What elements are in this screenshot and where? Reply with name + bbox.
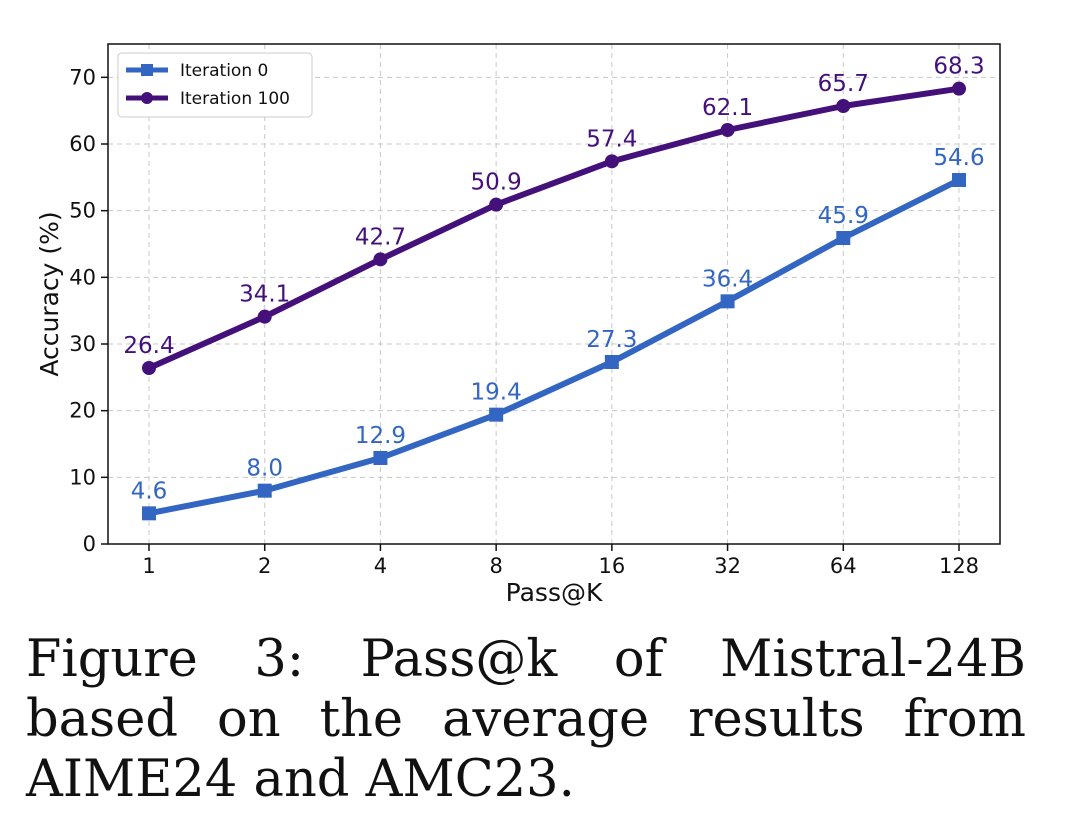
data-point-iteration-0 [142, 506, 156, 521]
data-point-iteration-0 [373, 451, 388, 465]
pass-at-k-chart: 0 10 20 30 40 50 60 70 1 2 4 8 16 32 64 128 4.6 8.0 12.9… [35, 43, 1001, 607]
data-point-iteration-100 [952, 81, 966, 96]
data-label-iteration-100: 68.3 [933, 54, 984, 80]
y-tick-label: 0 [83, 532, 96, 556]
data-point-iteration-0 [604, 355, 619, 369]
data-point-iteration-100 [257, 309, 272, 324]
data-point-iteration-0 [489, 407, 504, 422]
data-label-iteration-100: 26.4 [123, 333, 174, 359]
y-tick-label: 40 [69, 265, 96, 289]
data-label-iteration-0: 4.6 [131, 478, 168, 504]
y-tick-label: 50 [69, 199, 96, 223]
legend: Iteration 0 Iteration 100 [117, 52, 313, 118]
data-label-iteration-100: 65.7 [818, 71, 869, 97]
data-point-iteration-0 [836, 231, 851, 245]
y-tick-label: 30 [69, 332, 96, 356]
y-tick-label: 70 [69, 65, 96, 89]
data-point-iteration-0 [257, 483, 272, 498]
x-tick-label: 64 [830, 554, 857, 578]
series-line-iteration-0 [146, 177, 962, 517]
plot-frame [107, 43, 1001, 545]
x-tick-label: 1 [142, 554, 155, 578]
data-labels: 4.6 8.0 12.9 19.4 27.3 36.4 45.9 54.6 26.4 34.1 42… [123, 54, 984, 505]
data-label-iteration-100: 62.1 [702, 95, 753, 121]
series-line-iteration-100 [146, 85, 962, 371]
data-point-iteration-100 [836, 99, 851, 113]
figure-caption: Figure 3: Pass@k of Mistral-24B based on… [26, 630, 1026, 809]
data-point-iteration-100 [142, 361, 156, 375]
x-tick-label: 2 [258, 554, 271, 578]
legend-label-iteration-100: Iteration 100 [180, 89, 290, 109]
data-point-iteration-100 [373, 252, 388, 267]
x-tick-label: 8 [489, 554, 502, 578]
data-label-iteration-0: 54.6 [933, 145, 984, 171]
data-point-iteration-100 [604, 154, 619, 169]
x-tick-label: 16 [598, 554, 625, 578]
data-point-iteration-0 [720, 294, 735, 309]
data-label-iteration-0: 8.0 [246, 456, 283, 482]
y-axis-ticks: 0 10 20 30 40 50 60 70 [69, 65, 108, 556]
y-tick-label: 60 [69, 132, 96, 156]
y-tick-label: 10 [69, 465, 96, 489]
y-tick-label: 20 [69, 399, 96, 423]
series-layer [142, 81, 966, 521]
x-tick-label: 32 [714, 554, 741, 578]
data-label-iteration-0: 19.4 [471, 380, 522, 406]
data-point-iteration-100 [720, 123, 735, 137]
x-tick-label: 4 [374, 554, 387, 578]
data-label-iteration-0: 27.3 [586, 327, 637, 353]
y-axis-label: Accuracy (%) [35, 211, 64, 376]
data-label-iteration-100: 50.9 [471, 170, 522, 196]
legend-marker-iteration-0 [141, 64, 153, 76]
grid-lines [108, 44, 1000, 545]
data-label-iteration-100: 57.4 [586, 126, 637, 152]
data-label-iteration-0: 45.9 [818, 203, 869, 229]
x-axis-label: Pass@K [506, 578, 603, 607]
data-label-iteration-100: 34.1 [239, 282, 290, 308]
x-axis-ticks: 1 2 4 8 16 32 64 128 [142, 544, 979, 578]
data-label-iteration-0: 12.9 [355, 423, 406, 449]
data-label-iteration-100: 42.7 [355, 224, 406, 250]
x-tick-label: 128 [939, 554, 979, 578]
data-label-iteration-0: 36.4 [702, 266, 753, 292]
data-point-iteration-0 [952, 173, 966, 187]
data-point-iteration-100 [489, 197, 504, 212]
legend-label-iteration-0: Iteration 0 [180, 61, 268, 81]
legend-marker-iteration-100 [141, 92, 153, 104]
